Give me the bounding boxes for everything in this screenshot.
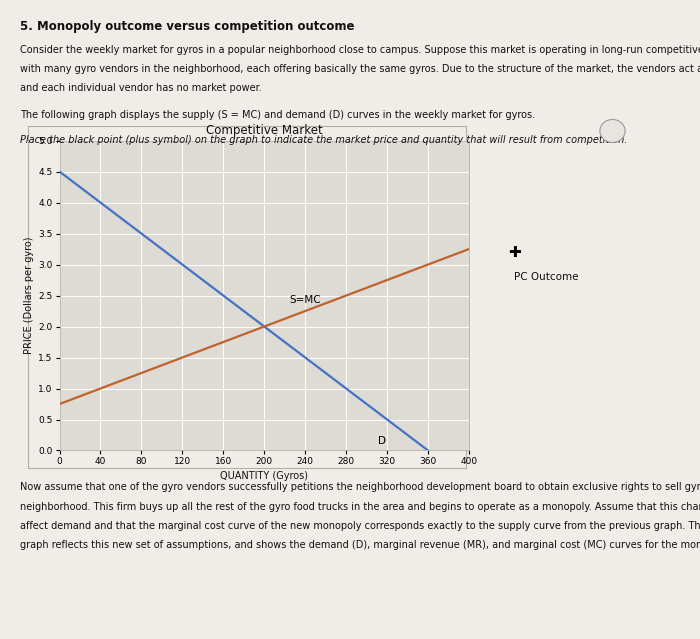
Text: affect demand and that the marginal cost curve of the new monopoly corresponds e: affect demand and that the marginal cost… (20, 521, 700, 531)
Y-axis label: PRICE (Dollars per gyro): PRICE (Dollars per gyro) (24, 237, 34, 354)
Text: with many gyro vendors in the neighborhood, each offering basically the same gyr: with many gyro vendors in the neighborho… (20, 64, 700, 74)
Text: D: D (378, 436, 386, 445)
Text: ?: ? (610, 126, 615, 136)
Text: Consider the weekly market for gyros in a popular neighborhood close to campus. : Consider the weekly market for gyros in … (20, 45, 700, 55)
Text: S=MC: S=MC (290, 295, 321, 305)
Title: Competitive Market: Competitive Market (206, 123, 323, 137)
X-axis label: QUANTITY (Gyros): QUANTITY (Gyros) (220, 470, 308, 481)
Text: Place the black point (plus symbol) on the graph to indicate the market price an: Place the black point (plus symbol) on t… (20, 135, 627, 146)
Text: graph reflects this new set of assumptions, and shows the demand (D), marginal r: graph reflects this new set of assumptio… (20, 540, 700, 550)
Text: Now assume that one of the gyro vendors successfully petitions the neighborhood : Now assume that one of the gyro vendors … (20, 482, 700, 493)
Text: PC Outcome: PC Outcome (514, 272, 579, 282)
Text: ✚: ✚ (508, 245, 521, 260)
Text: The following graph displays the supply (S = MC) and demand (D) curves in the we: The following graph displays the supply … (20, 110, 535, 120)
Text: and each individual vendor has no market power.: and each individual vendor has no market… (20, 83, 261, 93)
Text: neighborhood. This firm buys up all the rest of the gyro food trucks in the area: neighborhood. This firm buys up all the … (20, 502, 700, 512)
Text: 5. Monopoly outcome versus competition outcome: 5. Monopoly outcome versus competition o… (20, 20, 354, 33)
